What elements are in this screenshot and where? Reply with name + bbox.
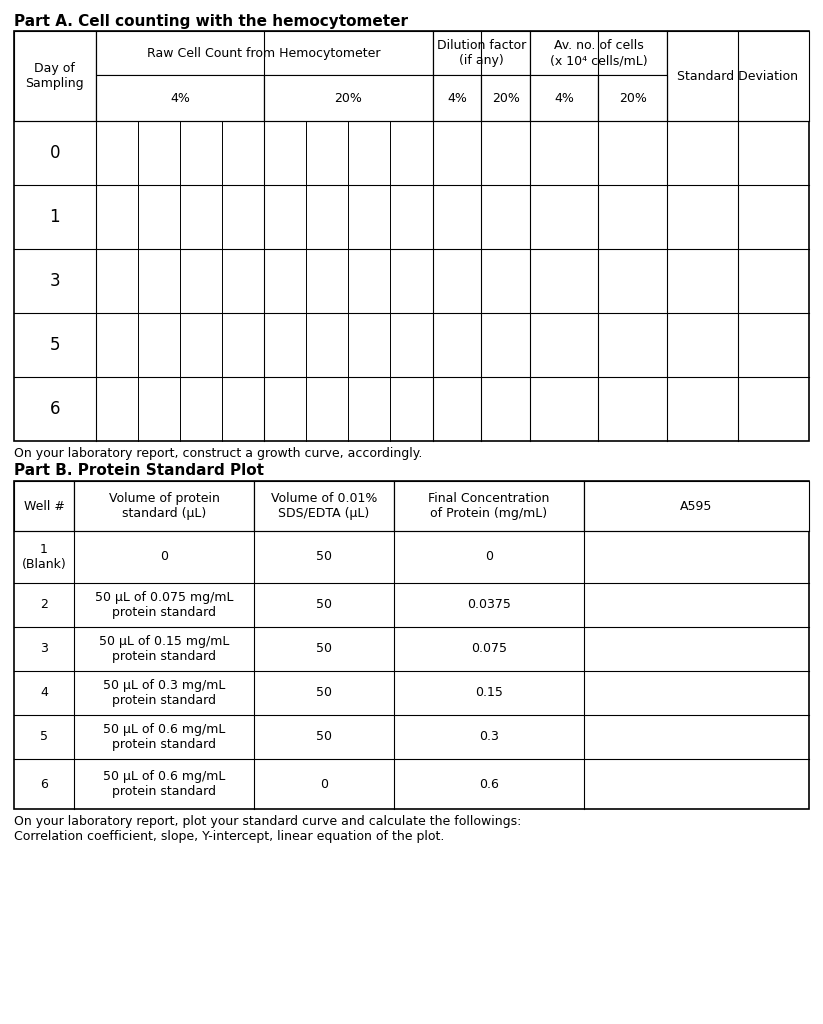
Text: On your laboratory report, plot your standard curve and calculate the followings: On your laboratory report, plot your sta… <box>14 815 522 843</box>
Text: 20%: 20% <box>619 91 647 104</box>
Bar <box>14 481 809 809</box>
Bar <box>433 31 530 75</box>
Text: Part B. Protein Standard Plot: Part B. Protein Standard Plot <box>14 463 264 478</box>
Bar <box>394 481 584 531</box>
Text: Day of
Sampling: Day of Sampling <box>26 62 84 90</box>
Text: 4: 4 <box>40 686 48 699</box>
Text: Final Concentration
of Protein (mg/mL): Final Concentration of Protein (mg/mL) <box>428 492 550 520</box>
Text: 6: 6 <box>49 400 60 418</box>
Text: 0.3: 0.3 <box>479 730 499 743</box>
Text: 50: 50 <box>316 642 332 655</box>
Text: 50 μL of 0.15 mg/mL
protein standard: 50 μL of 0.15 mg/mL protein standard <box>99 635 229 663</box>
Text: 4%: 4% <box>170 91 190 104</box>
Text: 0: 0 <box>485 551 493 563</box>
Text: 50 μL of 0.075 mg/mL
protein standard: 50 μL of 0.075 mg/mL protein standard <box>95 591 233 618</box>
Bar <box>667 31 809 121</box>
Text: 3: 3 <box>49 272 60 290</box>
Bar <box>74 481 254 531</box>
Text: A595: A595 <box>681 500 713 512</box>
Text: On your laboratory report, construct a growth curve, accordingly.: On your laboratory report, construct a g… <box>14 447 422 460</box>
Text: 0.15: 0.15 <box>475 686 503 699</box>
Text: 50: 50 <box>316 551 332 563</box>
Text: 4%: 4% <box>447 91 467 104</box>
Text: 3: 3 <box>40 642 48 655</box>
Bar <box>14 481 74 531</box>
Bar <box>433 75 481 121</box>
Text: 50 μL of 0.3 mg/mL
protein standard: 50 μL of 0.3 mg/mL protein standard <box>103 679 226 707</box>
Bar <box>14 31 95 121</box>
Text: 50 μL of 0.6 mg/mL
protein standard: 50 μL of 0.6 mg/mL protein standard <box>103 770 226 798</box>
Bar <box>530 31 667 75</box>
Text: 0: 0 <box>320 777 328 791</box>
Text: 50: 50 <box>316 686 332 699</box>
Bar <box>598 75 667 121</box>
Text: 0.0375: 0.0375 <box>467 598 511 611</box>
Text: Standard Deviation: Standard Deviation <box>677 70 798 83</box>
Text: 0.075: 0.075 <box>471 642 507 655</box>
Text: 1
(Blank): 1 (Blank) <box>21 543 67 571</box>
Text: 0.6: 0.6 <box>479 777 499 791</box>
Text: 6: 6 <box>40 777 48 791</box>
Bar <box>481 75 530 121</box>
Text: Volume of protein
standard (μL): Volume of protein standard (μL) <box>109 492 220 520</box>
Bar <box>95 75 264 121</box>
Text: 50: 50 <box>316 730 332 743</box>
Text: 50: 50 <box>316 598 332 611</box>
Bar <box>95 31 433 75</box>
Text: Well #: Well # <box>24 500 64 512</box>
Text: 0: 0 <box>160 551 168 563</box>
Text: 1: 1 <box>49 208 60 226</box>
Text: 2: 2 <box>40 598 48 611</box>
Text: 5: 5 <box>40 730 48 743</box>
Text: Raw Cell Count from Hemocytometer: Raw Cell Count from Hemocytometer <box>147 46 381 59</box>
Text: 20%: 20% <box>334 91 362 104</box>
Text: Part A. Cell counting with the hemocytometer: Part A. Cell counting with the hemocytom… <box>14 14 408 29</box>
Bar <box>254 481 394 531</box>
Bar <box>14 31 809 441</box>
Text: 0: 0 <box>49 144 60 162</box>
Text: Volume of 0.01%
SDS/EDTA (μL): Volume of 0.01% SDS/EDTA (μL) <box>271 492 377 520</box>
Text: 4%: 4% <box>554 91 574 104</box>
Text: 20%: 20% <box>491 91 519 104</box>
Bar <box>264 75 433 121</box>
Text: 5: 5 <box>49 336 60 354</box>
Text: 50 μL of 0.6 mg/mL
protein standard: 50 μL of 0.6 mg/mL protein standard <box>103 723 226 751</box>
Bar <box>530 75 598 121</box>
Text: Av. no. of cells
(x 10⁴ cells/mL): Av. no. of cells (x 10⁴ cells/mL) <box>550 39 647 67</box>
Bar <box>584 481 809 531</box>
Text: Dilution factor
(if any): Dilution factor (if any) <box>437 39 526 67</box>
